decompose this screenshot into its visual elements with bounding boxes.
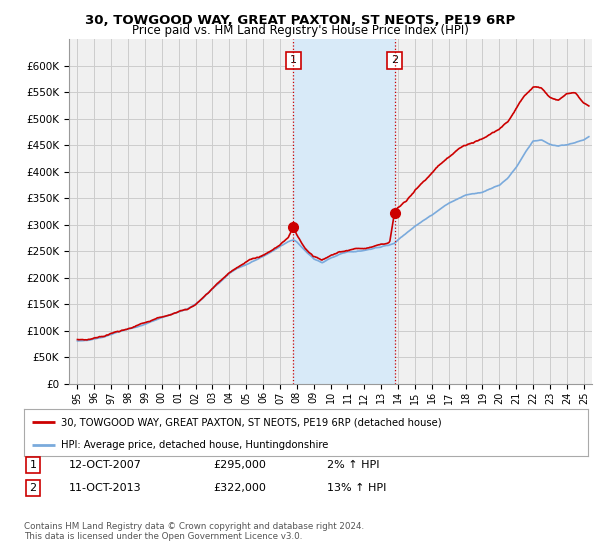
Text: 2: 2 (29, 483, 37, 493)
Text: £295,000: £295,000 (213, 460, 266, 470)
Text: 2% ↑ HPI: 2% ↑ HPI (327, 460, 380, 470)
Text: 11-OCT-2013: 11-OCT-2013 (69, 483, 142, 493)
Text: £322,000: £322,000 (213, 483, 266, 493)
Text: 1: 1 (29, 460, 37, 470)
Text: 30, TOWGOOD WAY, GREAT PAXTON, ST NEOTS, PE19 6RP (detached house): 30, TOWGOOD WAY, GREAT PAXTON, ST NEOTS,… (61, 417, 441, 427)
Text: Contains HM Land Registry data © Crown copyright and database right 2024.
This d: Contains HM Land Registry data © Crown c… (24, 522, 364, 542)
Text: 12-OCT-2007: 12-OCT-2007 (69, 460, 142, 470)
Text: 13% ↑ HPI: 13% ↑ HPI (327, 483, 386, 493)
Text: 30, TOWGOOD WAY, GREAT PAXTON, ST NEOTS, PE19 6RP: 30, TOWGOOD WAY, GREAT PAXTON, ST NEOTS,… (85, 14, 515, 27)
Text: HPI: Average price, detached house, Huntingdonshire: HPI: Average price, detached house, Hunt… (61, 440, 328, 450)
Text: 2: 2 (391, 55, 398, 66)
Text: 1: 1 (290, 55, 297, 66)
Text: Price paid vs. HM Land Registry's House Price Index (HPI): Price paid vs. HM Land Registry's House … (131, 24, 469, 37)
Bar (293, 39, 395, 384)
